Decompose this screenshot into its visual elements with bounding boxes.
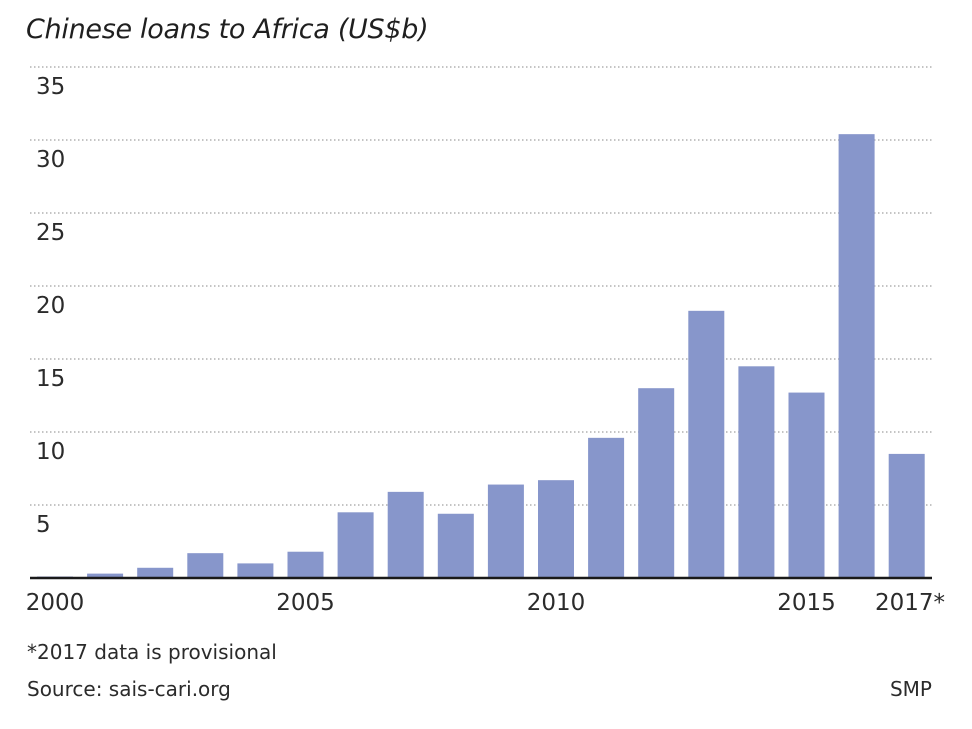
- x-tick-label-2010: 2010: [527, 590, 586, 616]
- bar-2008: [437, 513, 474, 578]
- bar-2015: [788, 392, 825, 578]
- footnote: *2017 data is provisional: [27, 640, 277, 664]
- bar-2012: [638, 388, 675, 578]
- bar-2011: [588, 437, 625, 578]
- bar-2004: [237, 563, 274, 578]
- y-axis-tick-labels: 5 10 15 20 25 30 35: [36, 74, 65, 538]
- bar-2002: [137, 567, 174, 578]
- bar-2014: [738, 366, 775, 578]
- x-tick-label-2015: 2015: [777, 590, 836, 616]
- bar-2010: [538, 480, 574, 578]
- y-tick-label-5: 5: [36, 512, 51, 538]
- bar-2017: [888, 453, 925, 578]
- bars: [37, 134, 925, 578]
- x-axis-tick-labels: 2000 2005 2010 2015 2017*: [26, 590, 945, 616]
- bar-2001: [87, 573, 124, 578]
- x-tick-label-2000: 2000: [26, 590, 85, 616]
- y-tick-label-20: 20: [36, 293, 65, 319]
- source-note: Source: sais-cari.org: [27, 677, 231, 701]
- bar-2006: [337, 512, 374, 578]
- y-tick-label-30: 30: [36, 147, 65, 173]
- x-tick-label-2005: 2005: [276, 590, 335, 616]
- bar-2009: [487, 484, 524, 578]
- chart-title: Chinese loans to Africa (US$b): [26, 14, 429, 45]
- y-tick-label-10: 10: [36, 439, 65, 465]
- bar-2005: [287, 551, 324, 578]
- x-tick-label-2017: 2017*: [875, 590, 945, 616]
- bar-2003: [187, 553, 224, 578]
- bar-chart: 5 10 15 20 25 30 35 2000 2005 2010 2015 2017*: [26, 66, 945, 616]
- bar-2007: [387, 491, 424, 578]
- y-tick-label-25: 25: [36, 220, 65, 246]
- credit: SMP: [889, 677, 932, 701]
- y-tick-label-35: 35: [36, 74, 65, 100]
- bar-2016: [838, 134, 875, 578]
- bar-2013: [688, 310, 725, 578]
- y-tick-label-15: 15: [36, 366, 65, 392]
